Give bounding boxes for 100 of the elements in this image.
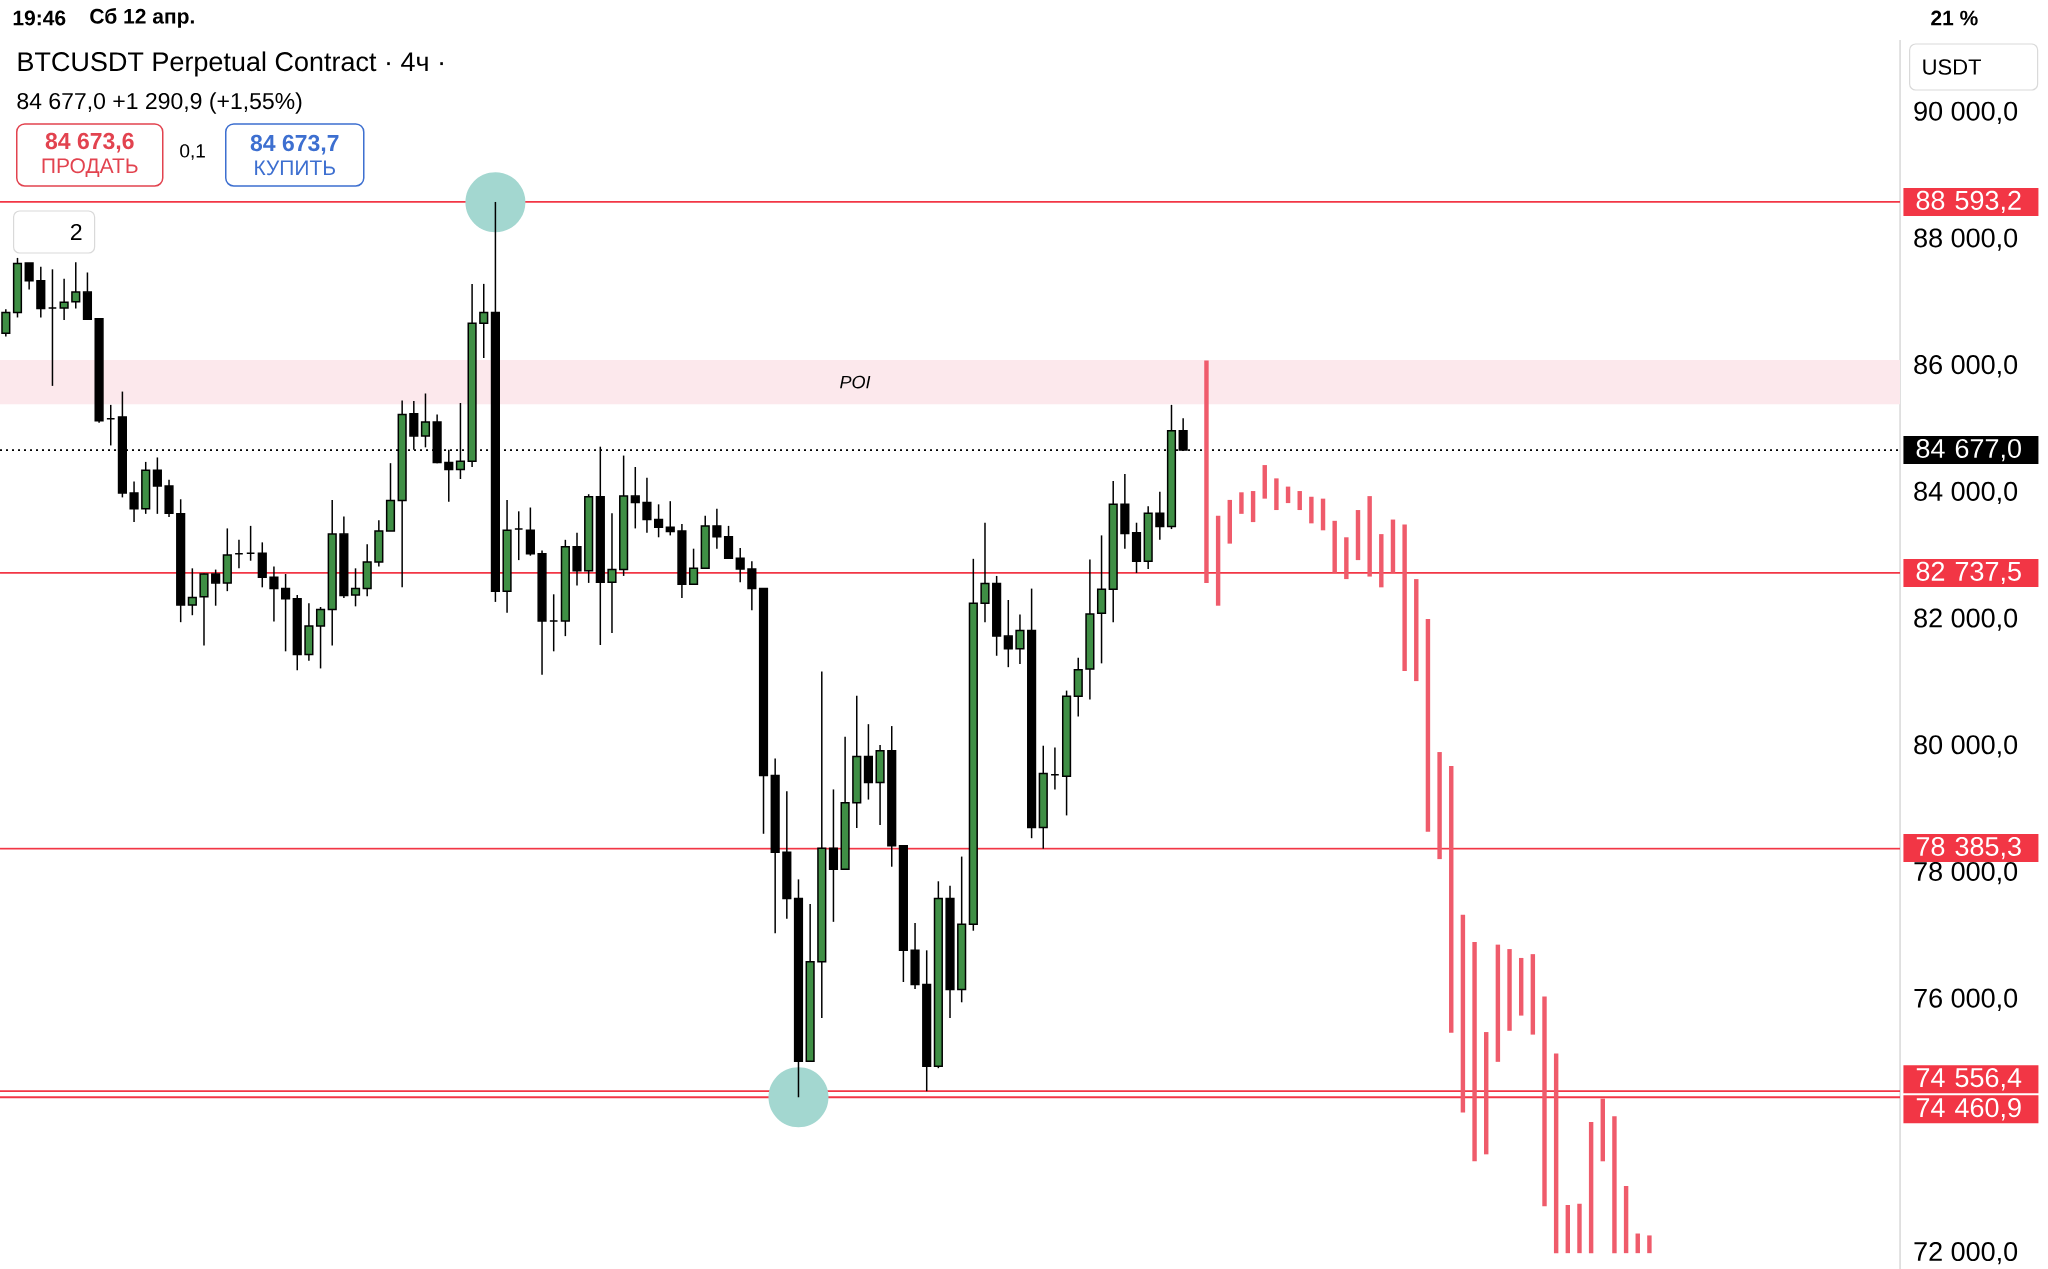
candlestick <box>607 512 617 634</box>
text: 21 % <box>1931 10 1978 26</box>
bar <box>1390 519 1396 573</box>
candlestick <box>747 560 757 611</box>
bar <box>1565 1205 1571 1254</box>
candlestick <box>782 790 792 920</box>
ref-line-label: 84 677,0 <box>1916 438 2021 462</box>
bar <box>1449 765 1454 1033</box>
annotation: 84 673,6 <box>45 132 134 153</box>
bar <box>1379 534 1384 588</box>
candlestick <box>980 521 990 623</box>
candlestick <box>793 878 804 1099</box>
y-tick-label: 86 000,0 <box>1914 355 2018 378</box>
bar <box>1530 954 1536 1035</box>
candlestick <box>164 478 174 518</box>
candlestick <box>24 262 34 291</box>
bar <box>1332 520 1337 573</box>
bar <box>1577 1203 1582 1254</box>
candlestick <box>502 499 512 614</box>
ref-line-label: 88 593,2 <box>1916 190 2021 214</box>
bar <box>1297 491 1302 511</box>
candlestick <box>875 744 885 826</box>
bar <box>1402 524 1407 671</box>
candlestick <box>922 949 932 1092</box>
bar <box>1227 499 1232 544</box>
text: 19:46 <box>13 10 66 26</box>
ref-line-label: 82 737,5 <box>1916 561 2021 585</box>
bar <box>1623 1186 1629 1254</box>
bar <box>1612 1116 1617 1254</box>
bar <box>1495 944 1501 1062</box>
bar <box>1437 752 1442 860</box>
candlestick <box>1038 744 1048 850</box>
ref-line-label: 74 460,9 <box>1916 1098 2021 1121</box>
candlestick <box>828 788 839 923</box>
text: USDT <box>1923 59 1981 75</box>
bar <box>1425 619 1431 832</box>
candlestick <box>1073 656 1083 718</box>
candlestick <box>339 515 349 599</box>
y-tick-label: 84 000,0 <box>1914 481 2018 505</box>
y-tick-label: 78 000,0 <box>1914 861 2018 885</box>
bar <box>1460 914 1466 1113</box>
annotation: КУПИТЬ <box>255 160 335 176</box>
candlestick <box>1085 558 1095 701</box>
y-tick-label: 90 000,0 <box>1914 101 2018 124</box>
candlestick <box>1015 613 1025 665</box>
candlestick <box>677 523 687 599</box>
candlestick <box>572 532 582 587</box>
candlestick <box>735 547 745 584</box>
bar <box>1262 465 1267 499</box>
bar <box>1239 492 1244 514</box>
candlestick <box>467 283 477 468</box>
annotation: 0,1 <box>180 144 205 160</box>
candlestick <box>362 543 372 597</box>
bar <box>1518 957 1524 1016</box>
candlestick <box>1096 534 1107 665</box>
candlestick <box>479 283 489 359</box>
candlestick <box>887 725 897 868</box>
candlestick <box>758 587 769 835</box>
bar <box>1588 1122 1594 1254</box>
candlestick <box>1003 599 1013 668</box>
y-tick-label: 76 000,0 <box>1914 988 2018 1011</box>
candlestick <box>642 476 652 534</box>
bar <box>1414 579 1419 682</box>
bar <box>1553 1053 1559 1254</box>
candlestick <box>1143 505 1153 570</box>
candlestick <box>852 694 862 829</box>
candlestick <box>59 278 69 321</box>
ref-line-label: 74 556,4 <box>1916 1068 2022 1091</box>
candlestick <box>817 670 827 1019</box>
bar <box>1507 949 1512 1031</box>
candlestick <box>910 922 920 990</box>
candlestick <box>1108 480 1118 623</box>
candlestick <box>805 903 815 1062</box>
bar <box>1204 360 1209 583</box>
y-tick-label: 82 000,0 <box>1914 608 2018 631</box>
candlestick <box>1155 490 1165 541</box>
chart-title: BTCUSDT Perpetual Contract · 4ч · <box>18 51 443 77</box>
bar <box>1367 496 1372 577</box>
text: 84 677,0 +1 290,9 (+1,55%) <box>17 92 302 114</box>
candlestick <box>770 757 780 934</box>
candlestick <box>630 466 640 530</box>
bar <box>1309 496 1314 524</box>
y-tick-label: 88 000,0 <box>1914 228 2018 251</box>
bar <box>1274 478 1279 511</box>
bar <box>1647 1235 1652 1254</box>
candlestick <box>327 499 337 647</box>
candlestick <box>269 565 279 623</box>
bar <box>1472 942 1477 1162</box>
candlestick <box>71 261 81 310</box>
candlestick <box>840 736 850 870</box>
bar <box>1355 510 1361 561</box>
annotation: 2 <box>70 223 82 241</box>
candlestick <box>688 547 699 585</box>
candlestick <box>36 266 46 319</box>
candlestick <box>385 462 396 532</box>
candlestick <box>1120 473 1130 550</box>
candlestick <box>94 317 104 424</box>
candlestick <box>292 594 302 672</box>
candlestick <box>898 845 908 983</box>
bar <box>1344 537 1349 580</box>
